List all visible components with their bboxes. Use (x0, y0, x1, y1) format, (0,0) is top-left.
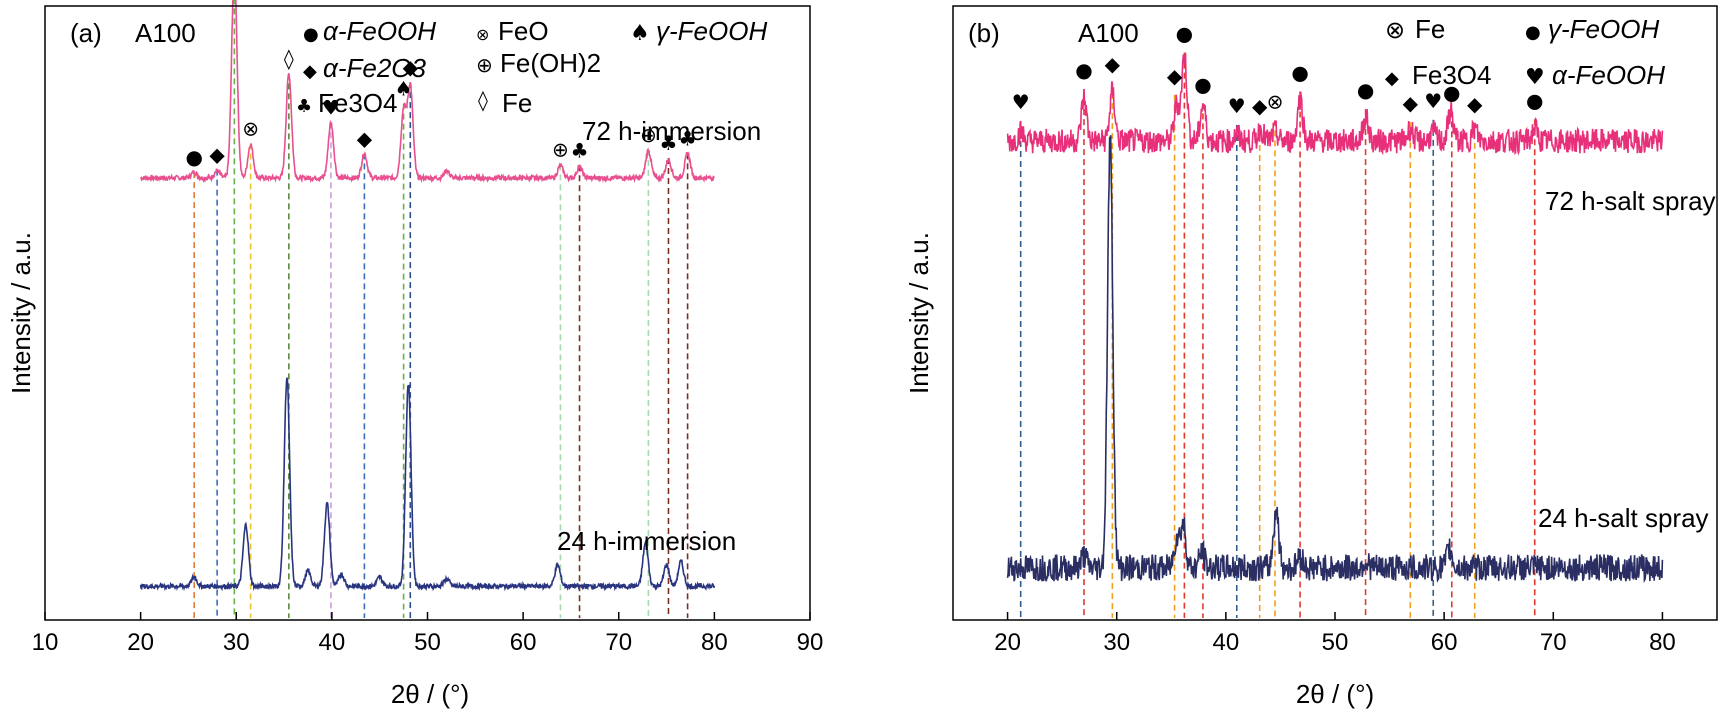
x-tick-label: 30 (1103, 629, 1130, 656)
peak-marker: ◆ (357, 126, 373, 150)
panel-b-peak-markers: ♥● ◆ ◆●●♥ ◆ ⊗●●◆ ♥ ● ◆ ● (1012, 22, 1544, 118)
legend-label: Fe (1415, 14, 1445, 44)
x-tick-label: 30 (223, 629, 250, 656)
x-tick-label: 80 (1649, 629, 1676, 656)
legend-label: FeO (498, 16, 549, 46)
peak-marker: ◆ (1252, 94, 1268, 118)
peak-marker: ♥ (1012, 90, 1030, 114)
panel-a-x-ticks: 10 20 30 40 50 60 70 80 90 (32, 612, 824, 656)
peak-marker: ● (1526, 88, 1543, 112)
peak-marker: ● (185, 145, 202, 169)
peak-marker: ● (1443, 80, 1460, 104)
legend-label: α-FeOOH (323, 16, 436, 46)
panel-b-reference-lines (1019, 52, 1536, 618)
peak-marker: ◆ (1467, 92, 1483, 116)
peak-marker: ● (1357, 78, 1374, 102)
legend-symbol: ◆ (303, 61, 317, 82)
peak-marker: ● (1194, 72, 1211, 96)
peak-marker: ♣ (679, 126, 697, 150)
x-tick-label: 10 (32, 629, 59, 656)
legend-symbol: ⊕ (476, 53, 493, 77)
legend-label: Fe3O4 (1412, 60, 1492, 90)
peak-marker: ♥ (1424, 89, 1442, 113)
peak-marker: ♣ (571, 138, 589, 162)
x-tick-label: 80 (701, 629, 728, 656)
peak-marker: ◆ (1167, 64, 1183, 88)
legend-label: γ-FeOOH (656, 16, 767, 46)
legend-symbol: ⊗ (1385, 16, 1405, 44)
peak-marker: ◆ (1403, 91, 1419, 115)
series-line (140, 0, 715, 184)
series-label-24h-salt-spray: 24 h-salt spray (1538, 503, 1709, 533)
peak-marker: ◆ (209, 143, 225, 167)
peak-marker: ♥ (322, 95, 340, 119)
x-tick-label: 60 (1431, 629, 1458, 656)
legend-label: Fe (502, 88, 532, 118)
legend-symbol: ♣ (296, 96, 312, 117)
panel-a-reference-lines (193, 0, 689, 618)
panel-a-sample-label: A100 (135, 18, 196, 48)
x-tick-label: 40 (319, 629, 346, 656)
series-line (1006, 135, 1664, 584)
x-tick-label: 20 (994, 629, 1021, 656)
x-tick-label: 20 (127, 629, 154, 656)
peak-marker: ◆ (1105, 52, 1121, 76)
legend-symbol: ⊗ (476, 25, 489, 44)
peak-marker: ⊕ (552, 137, 569, 161)
legend-label: Fe(OH)2 (500, 48, 601, 78)
peak-marker: ◊ (284, 46, 294, 70)
series-line (139, 377, 716, 592)
x-tick-label: 70 (1540, 629, 1567, 656)
x-tick-label: 90 (797, 629, 824, 656)
panel-b-series (1006, 52, 1664, 584)
panel-b: ♥● ◆ ◆●●♥ ◆ ⊗●●◆ ♥ ● ◆ ● 20 30 40 50 60 70 80 (b) A100… (904, 5, 1718, 709)
legend-symbol: ♥ (1525, 65, 1545, 90)
panel-b-label: (b) (968, 18, 1000, 48)
panel-a-series (139, 0, 716, 592)
peak-marker: ♠ (395, 77, 413, 101)
panel-b-x-ticks: 20 30 40 50 60 70 80 (994, 612, 1676, 656)
legend-symbol: ◆ (1385, 68, 1399, 89)
series-line (1006, 52, 1664, 156)
legend-symbol: ◊ (478, 88, 488, 112)
panel-a-legend: ● α-FeOOH ⊗ FeO ♠ γ-FeOOH ◆ α-Fe2O3 ⊕ Fe… (296, 16, 767, 118)
legend-symbol: ● (1525, 22, 1541, 43)
panel-b-y-axis-label: Intensity / a.u. (904, 232, 934, 394)
panel-b-legend: ⊗ Fe ● γ-FeOOH ◆ Fe3O4 ♥ α-FeOOH (1385, 14, 1665, 90)
peak-marker: ⊗ (242, 116, 259, 140)
x-tick-label: 50 (1322, 629, 1349, 656)
series-label-72h-immersion: 72 h-immersion (582, 116, 761, 146)
peak-marker: ⊗ (1267, 89, 1284, 113)
panel-b-x-axis-label: 2θ / (°) (1296, 679, 1374, 709)
series-label-24h-immersion: 24 h-immersion (557, 526, 736, 556)
panel-a-peak-markers: ●◆♠⊗◊♥◆♠◆⊕♣⊕♣♣ (185, 46, 697, 169)
panel-a-y-axis-label: Intensity / a.u. (6, 232, 36, 394)
legend-label: α-FeOOH (1552, 60, 1665, 90)
peak-marker: ● (1291, 60, 1308, 84)
panel-b-sample-label: A100 (1078, 18, 1139, 48)
peak-marker: ⊕ (640, 123, 657, 147)
panel-a-x-axis-label: 2θ / (°) (391, 679, 469, 709)
peak-marker: ● (1075, 58, 1092, 82)
peak-marker: ♣ (660, 131, 678, 155)
peak-marker: ♥ (1228, 94, 1246, 118)
x-tick-label: 60 (510, 629, 537, 656)
series-label-72h-salt-spray: 72 h-salt spray (1545, 186, 1716, 216)
x-tick-label: 40 (1213, 629, 1240, 656)
legend-label: α-Fe2O3 (323, 53, 427, 83)
x-tick-label: 50 (414, 629, 441, 656)
x-tick-label: 70 (605, 629, 632, 656)
legend-symbol: ♠ (630, 21, 650, 46)
peak-marker: ● (1176, 22, 1193, 46)
legend-symbol: ● (303, 24, 319, 45)
panel-a-label: (a) (70, 18, 102, 48)
peak-marker: ◆ (403, 55, 419, 79)
legend-label: Fe3O4 (318, 88, 398, 118)
legend-label: γ-FeOOH (1548, 14, 1659, 44)
